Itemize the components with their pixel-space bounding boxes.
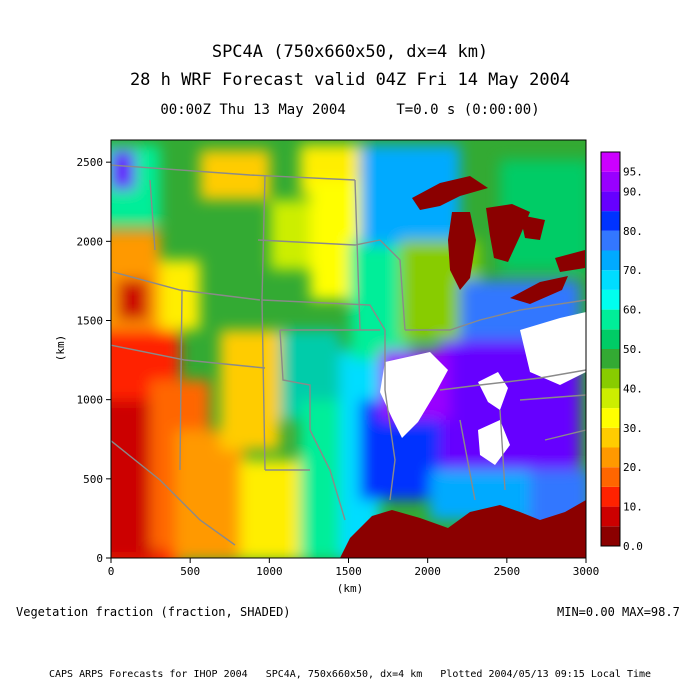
y-tick-label: 1000 bbox=[77, 394, 104, 407]
x-tick-label: 3000 bbox=[573, 565, 600, 578]
x-tick-label: 2500 bbox=[494, 565, 521, 578]
field-caption: Vegetation fraction (fraction, SHADED) bbox=[16, 605, 291, 619]
x-axis: 0 500 1000 1500 2000 2500 3000 bbox=[108, 558, 600, 578]
colorbar-label: 50. bbox=[623, 343, 643, 356]
colorbar-swatch bbox=[601, 289, 620, 310]
y-tick-label: 2500 bbox=[77, 156, 104, 169]
colorbar-swatch bbox=[601, 427, 620, 448]
colorbar-swatch bbox=[601, 270, 620, 290]
colorbar-label: 80. bbox=[623, 225, 643, 238]
colorbar-swatch bbox=[601, 447, 620, 468]
colorbar-label: 40. bbox=[623, 382, 643, 395]
colorbar-swatch bbox=[601, 191, 620, 212]
colorbar: 0.0 10. 20. 30. 40. 50. 60. 70. 80. 90. 95. bbox=[600, 151, 643, 553]
x-axis-label: (km) bbox=[337, 582, 364, 595]
time-line: 00:00Z Thu 13 May 2004 T=0.0 s (0:00:00) bbox=[160, 102, 540, 118]
x-tick-label: 2000 bbox=[414, 565, 441, 578]
x-tick-label: 1500 bbox=[335, 565, 362, 578]
colorbar-label: 60. bbox=[623, 304, 643, 317]
y-tick-label: 0 bbox=[96, 552, 103, 565]
colorbar-label: 20. bbox=[623, 461, 643, 474]
colorbar-swatch bbox=[601, 152, 620, 172]
colorbar-swatch bbox=[601, 211, 620, 231]
colorbar-frame bbox=[600, 151, 621, 547]
colorbar-label: 70. bbox=[623, 264, 643, 277]
footer-caption: CAPS ARPS Forecasts for IHOP 2004 SPC4A,… bbox=[48, 669, 652, 680]
colorbar-swatch bbox=[601, 388, 620, 409]
colorbar-label: 0.0 bbox=[623, 540, 643, 553]
x-tick-label: 1000 bbox=[256, 565, 283, 578]
colorbar-swatch bbox=[601, 250, 620, 271]
vegetation-field bbox=[111, 140, 586, 558]
colorbar-swatch bbox=[601, 309, 620, 330]
colorbar-swatch bbox=[601, 329, 620, 349]
colorbar-swatch bbox=[601, 486, 620, 507]
colorbar-swatch bbox=[601, 467, 620, 487]
colorbar-swatch bbox=[601, 526, 620, 546]
colorbar-swatch bbox=[601, 368, 620, 389]
colorbar-swatch bbox=[601, 408, 620, 428]
colorbar-label: 30. bbox=[623, 422, 643, 435]
colorbar-swatch bbox=[601, 349, 620, 369]
chart-title: SPC4A (750x660x50, dx=4 km) bbox=[211, 42, 489, 62]
colorbar-swatch bbox=[601, 506, 620, 527]
colorbar-swatch bbox=[601, 171, 620, 192]
y-axis-label: (km) bbox=[54, 335, 67, 362]
colorbar-label: 10. bbox=[623, 501, 643, 514]
y-tick-label: 2000 bbox=[77, 235, 104, 248]
y-tick-label: 1500 bbox=[77, 315, 104, 328]
y-tick-label: 500 bbox=[83, 473, 103, 486]
min-max-readout: MIN=0.00 MAX=98.7 bbox=[557, 605, 680, 619]
chart-subtitle: 28 h WRF Forecast valid 04Z Fri 14 May 2… bbox=[129, 70, 571, 90]
x-tick-label: 500 bbox=[180, 565, 200, 578]
y-axis: 0 500 1000 1500 2000 2500 bbox=[77, 156, 111, 565]
x-tick-label: 0 bbox=[108, 565, 115, 578]
colorbar-label: 95. bbox=[623, 166, 643, 179]
colorbar-swatch bbox=[601, 230, 620, 251]
colorbar-label: 90. bbox=[623, 185, 643, 198]
